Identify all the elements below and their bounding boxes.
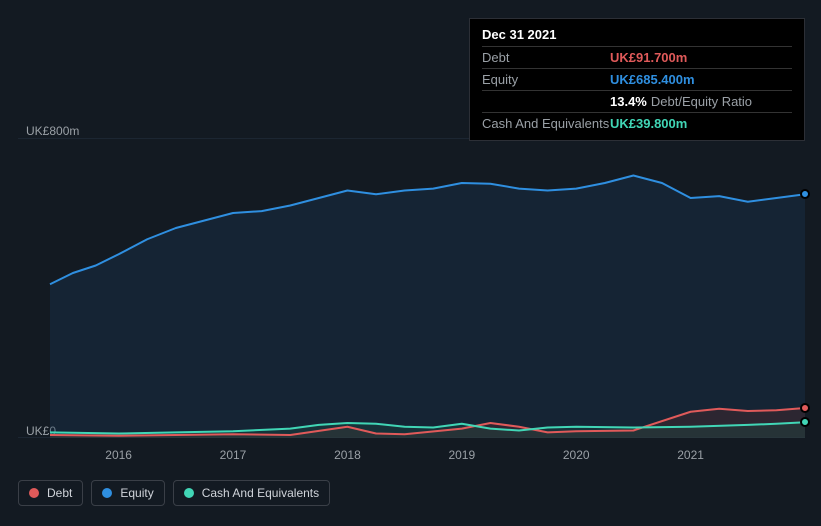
tooltip-value: UK£91.700m <box>610 50 687 65</box>
legend-swatch-icon <box>29 488 39 498</box>
x-tick: 2017 <box>220 448 247 462</box>
y-axis-label-max: UK£800m <box>26 124 79 138</box>
legend-label: Equity <box>120 486 153 500</box>
legend-swatch-icon <box>102 488 112 498</box>
legend: Debt Equity Cash And Equivalents <box>18 480 330 506</box>
hover-marker-equity <box>800 189 810 199</box>
legend-item-debt[interactable]: Debt <box>18 480 83 506</box>
chart-svg <box>18 138 805 438</box>
hover-marker-debt <box>800 403 810 413</box>
x-tick: 2016 <box>105 448 132 462</box>
tooltip-value: UK£685.400m <box>610 72 695 87</box>
legend-label: Cash And Equivalents <box>202 486 319 500</box>
legend-label: Debt <box>47 486 72 500</box>
tooltip-row-cash: Cash And Equivalents UK£39.800m <box>482 112 792 134</box>
chart-container: Dec 31 2021 Debt UK£91.700m Equity UK£68… <box>0 0 821 526</box>
tooltip-date: Dec 31 2021 <box>482 27 792 42</box>
legend-item-cash[interactable]: Cash And Equivalents <box>173 480 330 506</box>
tooltip-label: Equity <box>482 72 610 87</box>
tooltip-label: Cash And Equivalents <box>482 116 610 131</box>
x-axis: 2016 2017 2018 2019 2020 2021 <box>18 448 805 464</box>
tooltip-label: Debt <box>482 50 610 65</box>
x-tick: 2019 <box>448 448 475 462</box>
tooltip-row-debt: Debt UK£91.700m <box>482 46 792 68</box>
tooltip-row-equity: Equity UK£685.400m <box>482 68 792 90</box>
x-tick: 2021 <box>677 448 704 462</box>
x-tick: 2018 <box>334 448 361 462</box>
plot-area[interactable] <box>18 138 805 438</box>
legend-item-equity[interactable]: Equity <box>91 480 164 506</box>
legend-swatch-icon <box>184 488 194 498</box>
tooltip-value: 13.4%Debt/Equity Ratio <box>610 94 752 109</box>
tooltip-value: UK£39.800m <box>610 116 687 131</box>
tooltip-row-ratio: 13.4%Debt/Equity Ratio <box>482 90 792 112</box>
tooltip-label <box>482 94 610 109</box>
hover-marker-cash <box>800 417 810 427</box>
x-tick: 2020 <box>563 448 590 462</box>
hover-tooltip: Dec 31 2021 Debt UK£91.700m Equity UK£68… <box>469 18 805 141</box>
